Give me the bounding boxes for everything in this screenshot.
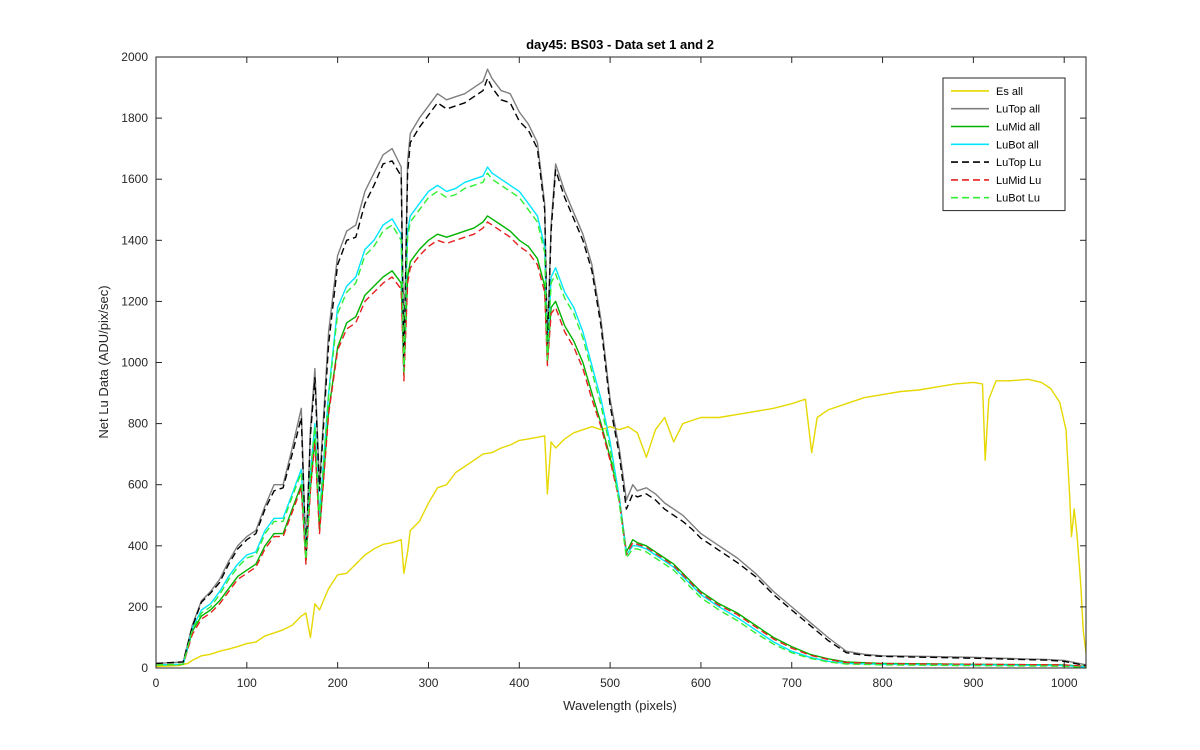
plot-area — [156, 57, 1086, 668]
legend-entry-label: LuBot Lu — [996, 193, 1040, 205]
series-line-5 — [156, 77, 1086, 667]
y-tick-label: 800 — [128, 417, 148, 431]
series-layer — [156, 68, 1086, 668]
x-tick-label: 900 — [963, 676, 983, 690]
series-line-2 — [156, 68, 1086, 666]
x-tick-label: 0 — [153, 676, 160, 690]
y-tick-label: 1000 — [121, 356, 148, 370]
series-line-7 — [156, 172, 1086, 668]
y-tick-label: 400 — [128, 539, 148, 553]
x-tick-label: 600 — [691, 676, 711, 690]
x-tick-label: 400 — [509, 676, 529, 690]
y-tick-label: 200 — [128, 600, 148, 614]
x-tick-label: 1000 — [1051, 676, 1078, 690]
legend: Es all LuTop all LuMid all LuBot all LuTop L… — [942, 77, 1066, 212]
series-line-6 — [156, 221, 1086, 668]
x-tick-label: 100 — [237, 676, 257, 690]
y-tick-label: 1600 — [121, 172, 148, 186]
axes-layer: 0 100 200 300 400 500 600 700 800 900 1000 0 200 400 6… — [121, 50, 1087, 690]
legend-entry-label: LuTop all — [996, 104, 1040, 116]
legend-entry-label: LuMid Lu — [996, 175, 1041, 187]
x-tick-label: 700 — [782, 676, 802, 690]
series-line-1 — [156, 378, 1086, 668]
y-tick-label: 1200 — [121, 294, 148, 308]
y-tick-label: 600 — [128, 478, 148, 492]
x-axis-title: Wavelength (pixels) — [563, 698, 677, 713]
y-tick-label: 2000 — [121, 50, 148, 64]
legend-entry-label: LuBot all — [996, 139, 1039, 151]
x-tick-label: 800 — [873, 676, 893, 690]
y-tick-label: 0 — [141, 661, 148, 675]
y-axis-title: Net Lu Data (ADU/pix/sec) — [96, 285, 111, 438]
series-line-4 — [156, 166, 1086, 668]
x-tick-label: 300 — [418, 676, 438, 690]
series-line-3 — [156, 215, 1086, 668]
x-tick-label: 500 — [600, 676, 620, 690]
y-tick-label: 1400 — [121, 233, 148, 247]
chart-title: day45: BS03 - Data set 1 and 2 — [526, 37, 714, 52]
legend-entry-label: Es all — [996, 86, 1023, 98]
y-tick-label: 1800 — [121, 111, 148, 125]
x-tick-label: 200 — [328, 676, 348, 690]
legend-entry-label: LuTop Lu — [996, 157, 1041, 169]
legend-entry-label: LuMid all — [996, 122, 1040, 134]
